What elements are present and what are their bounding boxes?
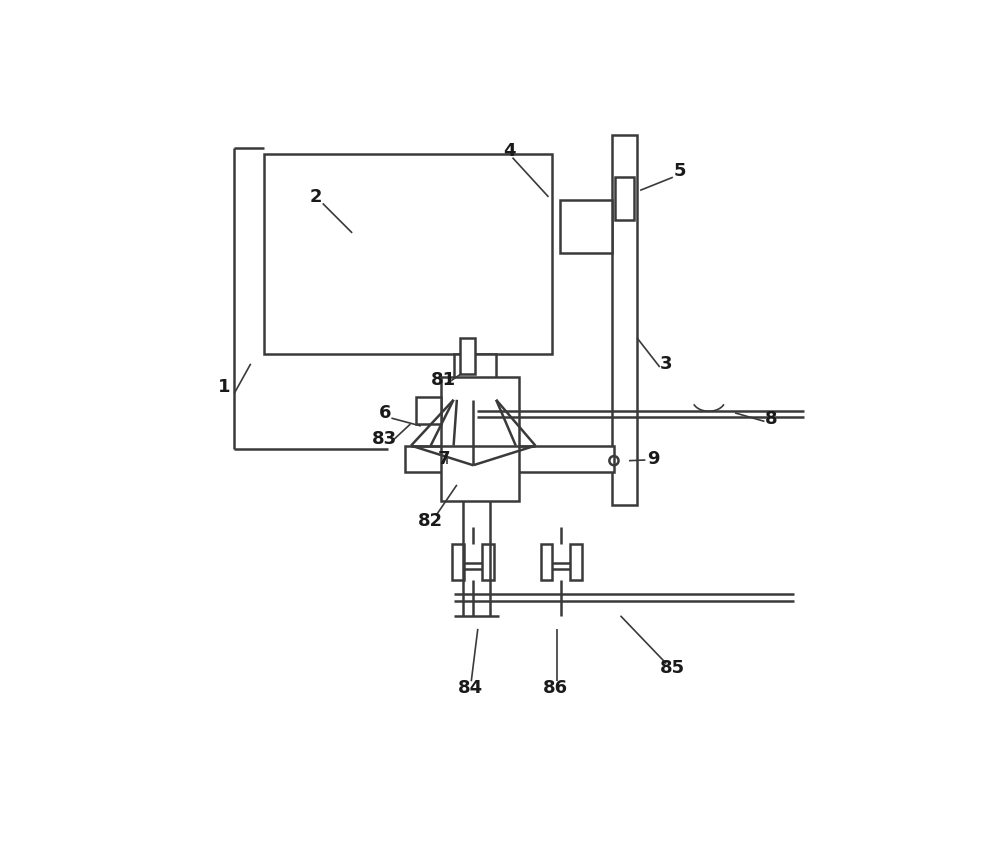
Bar	[441, 377, 519, 502]
Text: 6: 6	[379, 404, 391, 422]
Bar	[460, 337, 475, 374]
Text: 82: 82	[418, 512, 443, 530]
Bar	[264, 155, 552, 354]
Text: 5: 5	[673, 162, 686, 179]
Text: 1: 1	[218, 377, 231, 396]
Text: 86: 86	[542, 679, 568, 697]
Bar	[416, 396, 441, 424]
Bar	[482, 544, 494, 580]
Text: 85: 85	[660, 659, 685, 677]
Bar	[570, 544, 582, 580]
Text: 7: 7	[438, 450, 450, 468]
Bar	[560, 201, 612, 252]
Text: 83: 83	[372, 430, 397, 448]
Text: 9: 9	[647, 450, 659, 468]
Bar	[541, 544, 552, 580]
Bar	[615, 178, 634, 220]
Text: 3: 3	[660, 354, 673, 373]
Bar	[454, 354, 496, 399]
Text: 2: 2	[310, 188, 322, 206]
Bar	[452, 544, 464, 580]
Text: 81: 81	[431, 371, 456, 389]
Text: 8: 8	[765, 411, 777, 428]
Bar	[405, 445, 614, 472]
Text: 4: 4	[503, 142, 515, 160]
Text: 84: 84	[457, 679, 483, 697]
Bar	[612, 135, 637, 505]
